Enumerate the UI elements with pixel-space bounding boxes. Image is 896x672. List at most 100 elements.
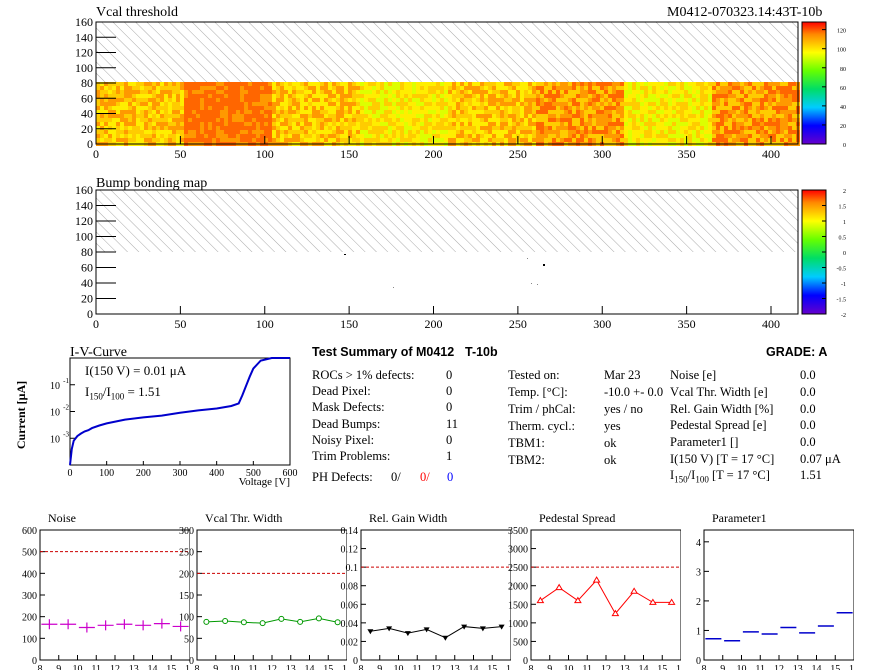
ph-defects-v2: 0/ [420, 470, 430, 484]
chart-xtick: 11 [755, 664, 765, 670]
chart-xtick: 9 [720, 664, 725, 670]
grade-label-5: I(150 V) [T = 17 °C] [670, 452, 775, 466]
ratio-sub2: 100 [695, 474, 709, 485]
palette-tick: -2 [841, 313, 846, 319]
map-ytick: 80 [81, 245, 93, 259]
grade: GRADE: A [766, 345, 828, 359]
chart-ytick: 2500 [508, 563, 528, 574]
chart-ytick: 250 [179, 548, 194, 559]
chart-xtick: 11 [248, 664, 258, 670]
iv-ylabel: Current [μA] [14, 381, 28, 449]
iv-xlabel: Voltage [V] [239, 476, 290, 488]
data-point [386, 626, 393, 632]
grade-value-0: 0.0 [800, 368, 816, 382]
defect-label-2: Mask Defects: [312, 400, 385, 415]
chart-ytick: 4 [696, 538, 701, 549]
palette-tick: 2 [843, 189, 846, 195]
chart-xtick: 12 [110, 664, 120, 670]
iv-ytick: 10 [50, 408, 60, 419]
chart-ytick: 600 [22, 526, 37, 537]
chart-xtick: 12 [431, 664, 441, 670]
chart-xtick: 15 [323, 664, 333, 670]
data-point [479, 626, 486, 632]
defect-value-2: 0 [446, 400, 453, 415]
grade-value-2: 0.0 [800, 401, 816, 416]
chart-xtick: 10 [394, 664, 404, 670]
info-label-3: Therm. cycl.: [508, 419, 575, 433]
chart-xtick: 11 [582, 664, 592, 670]
info-value-1: -10.0 +- 0.0 [604, 385, 664, 399]
chart-ytick: 200 [179, 569, 194, 580]
vcal-palette [801, 21, 827, 145]
iv-xtick: 600 [283, 468, 298, 479]
map-ytick: 40 [81, 107, 93, 121]
series-line [540, 579, 672, 615]
chart-xtick: 16 [676, 664, 681, 670]
data-point [573, 596, 582, 604]
ratio-temp: [T = 17 °C] [708, 468, 770, 482]
vcal-map-title: Vcal threshold [96, 5, 179, 20]
map-xtick: 250 [509, 147, 527, 161]
ratio-value: 1.51 [800, 468, 822, 482]
chart-ytick: 300 [22, 591, 37, 602]
palette-tick: -1.5 [837, 298, 847, 304]
grade-value-3: 0.0 [800, 418, 816, 433]
data-point [404, 631, 411, 637]
info-value-4: ok [604, 436, 617, 450]
data-point [461, 624, 468, 630]
iv-curve-line [69, 357, 290, 466]
iv-xtick: 0 [68, 468, 73, 479]
chart-ytick: 3000 [508, 545, 528, 556]
chart-xtick: 13 [793, 664, 803, 670]
defect-value-5: 1 [446, 449, 453, 463]
map-xtick: 50 [174, 317, 186, 331]
chart-ytick: 0 [696, 656, 701, 667]
map-ytick: 60 [81, 91, 93, 105]
map-ytick: 20 [81, 292, 93, 306]
defect-value-0: 0 [446, 368, 453, 382]
summary-title: Test Summary of M0412 [312, 345, 455, 359]
map-xtick: 150 [340, 147, 358, 161]
chart-xtick: 12 [601, 664, 611, 670]
chart-ytick: 1500 [508, 600, 528, 611]
chart-xtick: 16 [185, 664, 190, 670]
info-label-2: Trim / phCal: [508, 402, 576, 416]
module-id: M0412-070323.14:43T-10b [667, 5, 823, 20]
chart-xtick: 14 [148, 664, 158, 670]
defect-label-1: Dead Pixel: [312, 384, 371, 399]
iv-title: I-V-Curve [70, 345, 128, 360]
summary-chart-2: Rel. Gain Width 8 9 10 11 12 13 14 15 16 0 0.02 0.04… [341, 511, 511, 670]
chart-ytick: 3 [696, 567, 701, 578]
chart-xtick: 13 [450, 664, 460, 670]
data-point [536, 596, 545, 604]
map-xtick: 400 [762, 317, 780, 331]
chart-ytick: 0.02 [341, 637, 359, 648]
data-point [315, 615, 322, 622]
chart-ytick: 500 [22, 548, 37, 559]
chart-ytick: 400 [22, 569, 37, 580]
summary-chart-0: Noise 8 9 10 11 12 13 14 15 16 0 100 200 300 400 500 600 [22, 511, 190, 670]
palette-tick: -0.5 [837, 267, 847, 273]
palette-tick: 20 [840, 124, 846, 130]
chart-xtick: 14 [812, 664, 822, 670]
chart-xtick: 16 [849, 664, 854, 670]
palette-tick: -1 [841, 282, 846, 288]
grade-label-1: Vcal Thr. Width [e] [670, 384, 768, 399]
chart-ytick: 0.08 [341, 582, 359, 593]
chart-xtick: 13 [286, 664, 296, 670]
ratio-sub1: 150 [674, 474, 688, 485]
chart-title: Vcal Thr. Width [205, 511, 282, 525]
data-point [498, 624, 505, 630]
iv-legend-sub1: 150 [89, 391, 103, 402]
chart-xtick: 13 [620, 664, 630, 670]
map-xtick: 0 [93, 317, 99, 331]
iv-xtick: 400 [209, 468, 224, 479]
chart-xtick: 10 [564, 664, 574, 670]
iv-legend-line2: I150/I100 = 1.51 [85, 384, 161, 402]
palette-tick: 60 [840, 86, 846, 92]
data-point [555, 583, 564, 591]
dead-bump-marks [344, 254, 545, 288]
map-xtick: 350 [678, 317, 696, 331]
palette-tick: 120 [837, 29, 846, 35]
